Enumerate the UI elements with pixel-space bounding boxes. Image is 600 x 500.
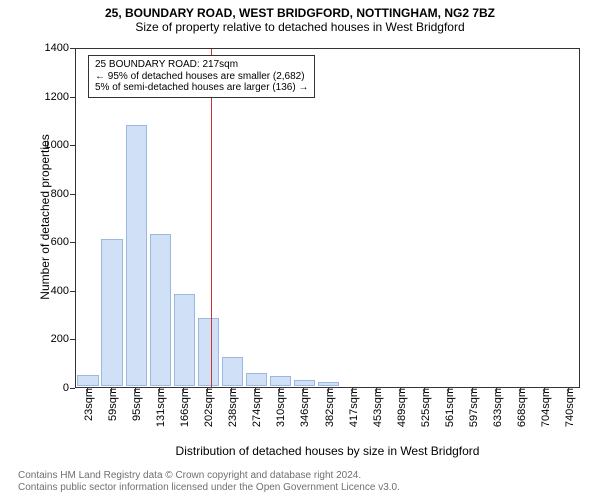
x-tick-mark [135,388,136,393]
x-tick-label: 453sqm [368,388,384,427]
histogram-bar [318,382,339,386]
x-tick-label: 166sqm [175,388,191,427]
x-tick-label: 310sqm [271,388,287,427]
x-axis-label: Distribution of detached houses by size … [75,444,580,458]
x-tick-label: 740sqm [560,388,576,427]
histogram-bar [174,294,195,386]
x-tick-mark [352,388,353,393]
chart-title-address: 25, BOUNDARY ROAD, WEST BRIDGFORD, NOTTI… [0,0,600,20]
annotation-title: 25 BOUNDARY ROAD: 217sqm [95,59,308,71]
x-tick-mark [207,388,208,393]
x-tick-label: 202sqm [199,388,215,427]
y-tick-mark [70,145,75,146]
attribution-footer: Contains HM Land Registry data © Crown c… [18,470,400,494]
x-tick-mark [472,388,473,393]
histogram-bar [198,318,219,386]
chart-subtitle: Size of property relative to detached ho… [0,20,600,34]
x-tick-mark [303,388,304,393]
footer-line-1: Contains HM Land Registry data © Crown c… [18,470,400,482]
y-tick-mark [70,194,75,195]
x-tick-label: 489sqm [392,388,408,427]
x-tick-mark [448,388,449,393]
x-tick-label: 131sqm [151,388,167,427]
x-tick-mark [568,388,569,393]
x-tick-label: 382sqm [320,388,336,427]
x-tick-mark [496,388,497,393]
histogram-bar [77,375,98,386]
x-tick-label: 238sqm [223,388,239,427]
x-tick-label: 346sqm [295,388,311,427]
histogram-bar [126,125,147,386]
x-tick-mark [111,388,112,393]
x-tick-label: 561sqm [440,388,456,427]
annotation-smaller: ← 95% of detached houses are smaller (2,… [95,71,308,83]
x-tick-mark [376,388,377,393]
x-tick-label: 274sqm [247,388,263,427]
histogram-bar [246,373,267,386]
x-tick-mark [328,388,329,393]
histogram-chart: 25 BOUNDARY ROAD: 217sqm← 95% of detache… [75,48,580,388]
x-tick-mark [520,388,521,393]
y-tick-mark [70,388,75,389]
y-tick-mark [70,291,75,292]
plot-area: 25 BOUNDARY ROAD: 217sqm← 95% of detache… [75,48,580,388]
x-tick-mark [159,388,160,393]
histogram-bar [222,357,243,386]
y-tick-mark [70,339,75,340]
x-tick-label: 633sqm [488,388,504,427]
x-tick-mark [544,388,545,393]
x-tick-mark [231,388,232,393]
x-tick-label: 417sqm [344,388,360,427]
x-tick-mark [183,388,184,393]
histogram-bar [270,376,291,386]
x-tick-label: 704sqm [536,388,552,427]
y-axis-label: Number of detached properties [38,47,52,387]
property-marker-line [211,49,212,387]
x-tick-label: 525sqm [416,388,432,427]
y-tick-mark [70,97,75,98]
y-tick-mark [70,242,75,243]
histogram-bar [294,380,315,386]
histogram-bar [150,234,171,386]
x-tick-mark [87,388,88,393]
footer-line-2: Contains public sector information licen… [18,482,400,494]
histogram-bar [101,239,122,386]
x-tick-mark [279,388,280,393]
annotation-larger: 5% of semi-detached houses are larger (1… [95,82,308,94]
x-tick-mark [255,388,256,393]
x-tick-label: 668sqm [512,388,528,427]
annotation-box: 25 BOUNDARY ROAD: 217sqm← 95% of detache… [88,55,315,98]
x-tick-mark [424,388,425,393]
x-tick-mark [400,388,401,393]
y-tick-mark [70,48,75,49]
x-tick-label: 597sqm [464,388,480,427]
